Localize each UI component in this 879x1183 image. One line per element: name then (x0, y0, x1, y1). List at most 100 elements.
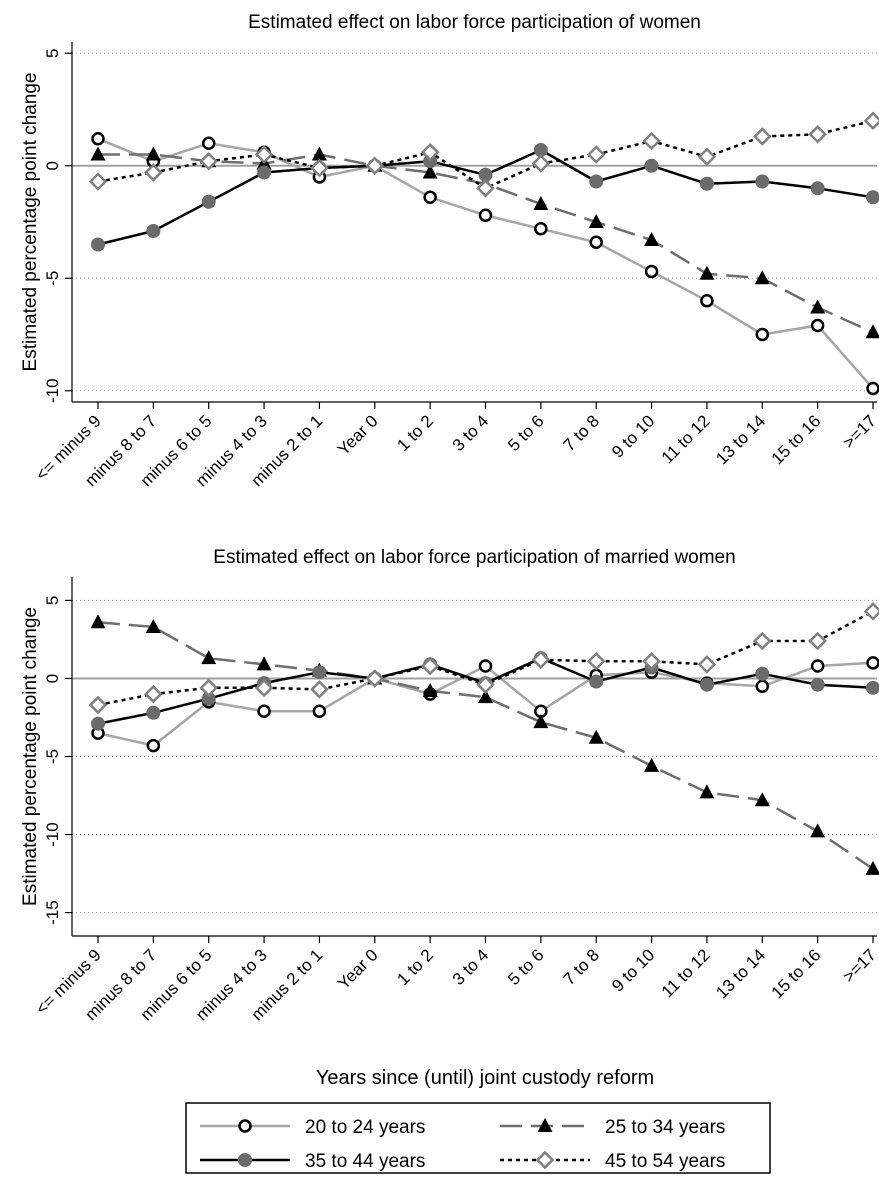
y-tick-label: 5 (43, 596, 62, 605)
data-point-series-2 (644, 758, 659, 772)
x-tick-label: 13 to 14 (712, 411, 769, 468)
x-tick-label: Year 0 (334, 411, 382, 459)
legend-swatch-marker (239, 1154, 252, 1167)
data-point-series-3 (756, 667, 769, 680)
y-tick-label: -15 (43, 900, 62, 925)
data-point-series-2 (699, 784, 714, 798)
data-point-series-1 (646, 266, 657, 277)
x-tick-label: 15 to 16 (768, 411, 825, 468)
y-tick-label: -10 (43, 822, 62, 847)
data-point-series-4 (91, 697, 106, 712)
x-tick-label: 1 to 2 (393, 945, 437, 989)
data-point-series-1 (314, 706, 325, 717)
y-tick-label: 0 (43, 161, 62, 170)
data-point-series-1 (812, 660, 823, 671)
data-point-series-1 (203, 138, 214, 149)
x-tick-label: 11 to 12 (658, 945, 714, 1001)
data-point-series-2 (755, 270, 770, 284)
chart-title: Estimated effect on labor force particip… (213, 547, 735, 568)
x-tick-label: 15 to 16 (768, 945, 825, 1002)
y-axis-label: Estimated percentage point change (20, 607, 41, 906)
data-point-series-3 (313, 666, 326, 679)
legend-label: 20 to 24 years (305, 1117, 425, 1138)
data-point-series-3 (756, 175, 769, 188)
data-point-series-3 (92, 238, 105, 251)
x-tick-label: Year 0 (334, 945, 382, 993)
data-point-series-4 (810, 633, 825, 648)
chart-title: Estimated effect on labor force particip… (248, 12, 701, 33)
data-point-series-1 (148, 740, 159, 751)
data-point-series-1 (535, 223, 546, 234)
legend-label: 25 to 34 years (605, 1117, 725, 1138)
data-point-series-4 (810, 127, 825, 142)
data-point-series-1 (591, 237, 602, 248)
x-tick-label: 11 to 12 (658, 411, 714, 467)
data-point-series-2 (312, 147, 327, 161)
data-point-series-3 (147, 225, 160, 238)
chart-panel-1: Estimated effect on labor force particip… (20, 12, 879, 490)
x-tick-label: 5 to 6 (504, 945, 548, 989)
data-point-series-4 (201, 680, 216, 695)
x-tick-label: 5 to 6 (504, 411, 548, 455)
data-point-series-1 (480, 660, 491, 671)
data-point-series-1 (812, 320, 823, 331)
x-tick-label: 13 to 14 (712, 945, 769, 1002)
data-point-series-1 (757, 681, 768, 692)
data-point-series-2 (810, 300, 825, 314)
legend-label: 35 to 44 years (305, 1151, 425, 1172)
data-point-series-4 (146, 165, 161, 180)
legend-swatch-marker (240, 1121, 251, 1132)
data-point-series-4 (91, 174, 106, 189)
x-tick-label: 7 to 8 (560, 945, 604, 989)
data-point-series-3 (700, 177, 713, 190)
data-point-series-3 (590, 175, 603, 188)
legend-label: 45 to 54 years (605, 1151, 725, 1172)
x-tick-label: 3 to 4 (449, 945, 493, 989)
chart-panel-2: Estimated effect on labor force particip… (20, 547, 879, 1024)
data-point-series-2 (810, 823, 825, 837)
data-point-series-4 (146, 687, 161, 702)
x-tick-label: 1 to 2 (393, 411, 437, 455)
data-point-series-1 (868, 657, 879, 668)
y-tick-label: -5 (43, 271, 62, 286)
data-point-series-3 (147, 706, 160, 719)
data-point-series-1 (480, 210, 491, 221)
data-point-series-1 (757, 329, 768, 340)
data-point-series-3 (867, 191, 879, 204)
data-point-series-3 (258, 166, 271, 179)
data-point-series-4 (699, 657, 714, 672)
data-point-series-3 (92, 717, 105, 730)
data-point-series-4 (866, 113, 879, 128)
data-point-series-2 (699, 266, 714, 280)
data-point-series-4 (866, 604, 879, 619)
y-tick-label: 0 (43, 674, 62, 683)
data-point-series-3 (645, 159, 658, 172)
x-tick-label: >=17 (839, 411, 879, 452)
legend: 20 to 24 years 25 to 34 years 35 to 44 yea… (186, 1103, 770, 1173)
x-tick-label: 9 to 10 (608, 411, 658, 461)
data-point-series-3 (811, 182, 824, 195)
data-point-series-3 (202, 195, 215, 208)
y-tick-label: -5 (43, 749, 62, 764)
data-point-series-3 (811, 678, 824, 691)
data-point-series-4 (589, 147, 604, 162)
data-point-series-1 (425, 192, 436, 203)
data-point-series-2 (91, 614, 106, 628)
data-point-series-4 (699, 149, 714, 164)
x-tick-label: 9 to 10 (608, 945, 658, 995)
data-point-series-2 (866, 861, 879, 875)
x-tick-label: >=17 (839, 945, 879, 986)
x-tick-label: 7 to 8 (560, 411, 604, 455)
x-tick-label: 3 to 4 (449, 411, 493, 455)
data-point-series-1 (259, 706, 270, 717)
data-point-series-3 (867, 681, 879, 694)
data-point-series-2 (201, 650, 216, 664)
data-point-series-4 (533, 156, 548, 171)
data-point-series-4 (312, 682, 327, 697)
data-point-series-4 (755, 633, 770, 648)
y-tick-label: -10 (43, 378, 62, 403)
data-point-series-1 (868, 383, 879, 394)
shared-x-axis-label: Years since (until) joint custody reform (316, 1067, 654, 1089)
